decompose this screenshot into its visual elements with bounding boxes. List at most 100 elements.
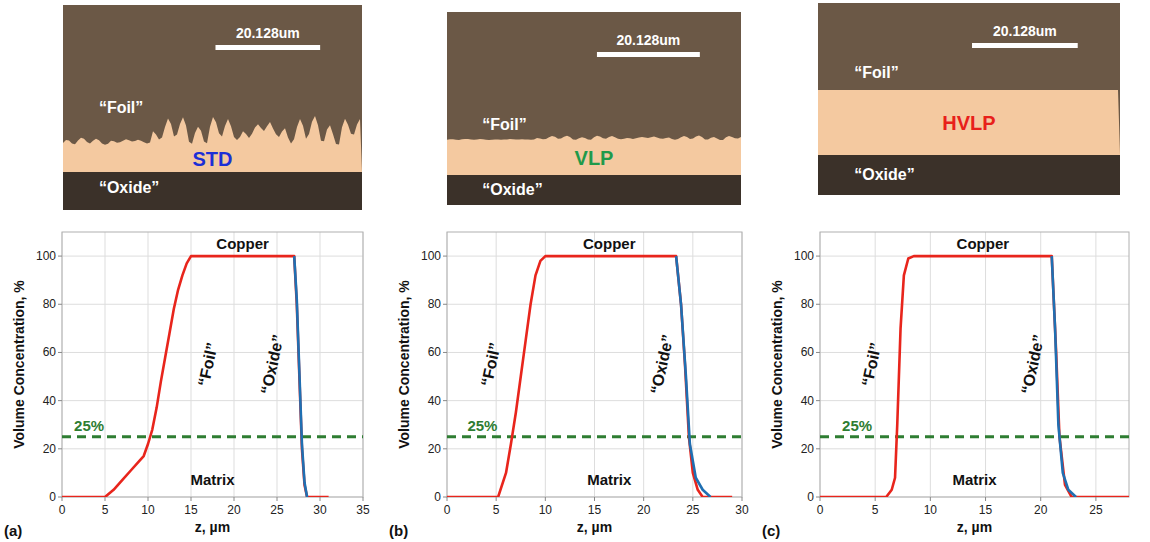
y-tick-label: 20 xyxy=(801,442,815,456)
x-tick xyxy=(985,497,986,501)
sample-label: HVLP xyxy=(942,112,995,134)
x-tick-label: 20 xyxy=(1034,503,1048,517)
x-axis-title: z, µm xyxy=(577,519,612,535)
x-tick-label: 5 xyxy=(493,503,500,517)
y-tick xyxy=(816,352,820,353)
series-line xyxy=(676,256,710,497)
oxide-region xyxy=(818,155,1120,195)
x-tick xyxy=(148,497,149,501)
x-grid-line xyxy=(545,232,546,497)
copper-layer xyxy=(63,116,362,172)
x-grid-line xyxy=(1095,232,1096,497)
annotation: Copper xyxy=(957,235,1010,252)
plot-frame xyxy=(820,232,1129,497)
reference-label: 25% xyxy=(74,417,104,434)
y-tick-label: 0 xyxy=(807,490,814,504)
x-tick xyxy=(1095,497,1096,501)
x-tick xyxy=(594,497,595,501)
scale-bar xyxy=(215,45,320,50)
series-label: “Foil” xyxy=(195,341,221,388)
x-tick xyxy=(930,497,931,501)
x-axis-title: z, µm xyxy=(195,519,230,535)
annotation: Copper xyxy=(583,235,636,252)
y-tick xyxy=(816,497,820,498)
annotation: Matrix xyxy=(952,471,997,488)
foil-label: “Foil” xyxy=(854,64,898,81)
annotation: Matrix xyxy=(190,471,235,488)
annotation: Matrix xyxy=(587,471,632,488)
y-grid-line xyxy=(447,448,742,449)
y-grid-line xyxy=(820,304,1129,305)
y-tick-label: 60 xyxy=(428,345,442,359)
x-tick-label: 0 xyxy=(444,503,451,517)
oxide-label: “Oxide” xyxy=(854,166,914,183)
panel-label: (a) xyxy=(4,522,22,539)
y-axis-title: Volume Concentration, % xyxy=(11,280,27,449)
x-tick-label: 25 xyxy=(270,503,284,517)
y-tick-label: 60 xyxy=(801,345,815,359)
y-tick-label: 20 xyxy=(43,442,57,456)
y-grid-line xyxy=(447,400,742,401)
x-grid-line xyxy=(105,232,106,497)
series-label: “Oxide” xyxy=(258,333,287,396)
foil-label: “Foil” xyxy=(482,116,526,133)
x-tick xyxy=(692,497,693,501)
y-tick-label: 40 xyxy=(428,394,442,408)
copper-layer xyxy=(818,90,1120,155)
y-tick-label: 0 xyxy=(434,490,441,504)
x-tick-label: 25 xyxy=(1089,503,1103,517)
x-grid-line xyxy=(985,232,986,497)
micrograph: 20.128um“Foil”“Oxide”HVLP xyxy=(818,3,1120,195)
x-tick-label: 0 xyxy=(59,503,66,517)
x-grid-line xyxy=(643,232,644,497)
series-line xyxy=(62,256,329,497)
y-tick xyxy=(443,256,447,257)
x-tick-label: 30 xyxy=(313,503,327,517)
y-tick-label: 80 xyxy=(43,297,57,311)
x-tick-label: 35 xyxy=(356,503,370,517)
y-tick xyxy=(443,448,447,449)
scale-bar xyxy=(597,52,700,57)
y-tick-label: 40 xyxy=(43,394,57,408)
foil-region xyxy=(818,3,1120,195)
x-tick-label: 10 xyxy=(539,503,553,517)
y-grid-line xyxy=(820,448,1129,449)
reference-line xyxy=(62,435,363,438)
x-tick xyxy=(277,497,278,501)
series-line xyxy=(1052,256,1076,497)
y-grid-line xyxy=(62,448,363,449)
x-tick xyxy=(363,497,364,501)
chart: 0510152025020406080100z, µmVolume Concen… xyxy=(762,232,1129,539)
x-tick xyxy=(191,497,192,501)
y-tick-label: 0 xyxy=(49,490,56,504)
y-axis-title: Volume Concentration, % xyxy=(769,280,785,449)
plot-area xyxy=(820,232,1129,497)
foil-region xyxy=(447,12,741,205)
x-axis-title: z, µm xyxy=(957,519,992,535)
plot-area xyxy=(447,232,742,497)
series-label: “Foil” xyxy=(478,341,504,388)
y-tick xyxy=(58,352,62,353)
reference-label: 25% xyxy=(842,417,872,434)
y-tick xyxy=(443,400,447,401)
y-tick xyxy=(816,400,820,401)
x-grid-line xyxy=(320,232,321,497)
x-tick-label: 20 xyxy=(637,503,651,517)
scale-bar-label: 20.128um xyxy=(236,25,300,41)
x-grid-line xyxy=(191,232,192,497)
y-grid-line xyxy=(62,304,363,305)
y-axis-title: Volume Concentration, % xyxy=(396,280,412,449)
x-grid-line xyxy=(148,232,149,497)
y-tick xyxy=(58,400,62,401)
x-tick xyxy=(62,497,63,501)
oxide-region xyxy=(63,172,362,210)
x-tick-label: 15 xyxy=(184,503,198,517)
y-tick xyxy=(58,497,62,498)
foil-label: “Foil” xyxy=(99,99,143,116)
y-tick xyxy=(816,448,820,449)
chart: 051015202530020406080100z, µmVolume Conc… xyxy=(389,232,749,539)
plot-frame xyxy=(447,232,742,497)
series-line xyxy=(294,256,307,497)
sample-label: STD xyxy=(193,148,233,170)
y-tick-label: 60 xyxy=(43,345,57,359)
